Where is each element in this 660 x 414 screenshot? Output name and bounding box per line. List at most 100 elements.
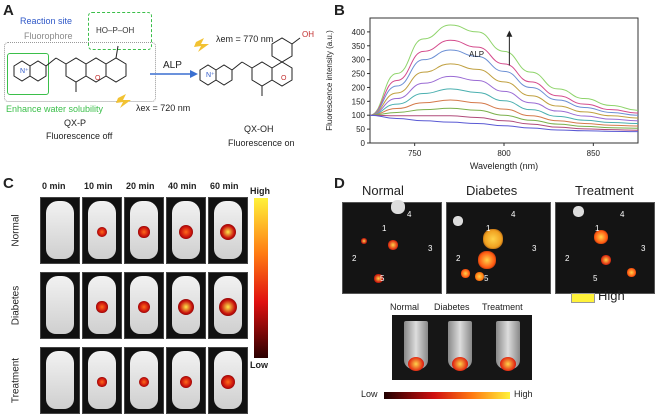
mouse-image — [82, 347, 122, 414]
tube-colorbar-high-label: High — [514, 389, 533, 399]
tube-label: Treatment — [482, 302, 523, 312]
organ-number: 1 — [382, 224, 387, 233]
organ-image — [555, 202, 655, 294]
mouse-image — [208, 347, 248, 414]
reaction-site-label: Reaction site — [20, 16, 73, 26]
reaction-site-box — [88, 12, 152, 50]
organ-number: 1 — [486, 224, 491, 233]
group-label: Treatment — [575, 183, 634, 198]
tube-colorbar-low-label: Low — [361, 389, 378, 399]
emission-label: λem = 770 nm — [216, 34, 274, 44]
time-label: 0 min — [42, 181, 66, 191]
tube-colorbar — [384, 392, 510, 399]
mouse-image — [208, 272, 248, 339]
probe-name: QX-P — [64, 118, 87, 128]
organ-number: 5 — [380, 274, 385, 283]
mouse-image — [40, 197, 80, 264]
probe-state: Fluorescence off — [46, 131, 113, 141]
time-label: 60 min — [210, 181, 239, 191]
svg-text:O: O — [95, 75, 101, 82]
high-swatch-label: High — [598, 288, 625, 303]
organ — [391, 200, 405, 214]
y-tick-label: 50 — [356, 125, 365, 134]
spectrum-line-7 — [369, 99, 639, 127]
mouse-image — [124, 272, 164, 339]
tube-image — [392, 315, 440, 380]
organ-number: 3 — [641, 244, 646, 253]
enhance-solubility-label: Enhance water solubility — [6, 104, 104, 114]
y-tick-label: 200 — [352, 83, 366, 92]
organ-number: 4 — [407, 210, 412, 219]
mouse-image — [40, 347, 80, 414]
organ — [361, 238, 367, 244]
spectrum-line-6 — [369, 88, 639, 125]
y-tick-label: 0 — [361, 139, 366, 148]
group-label: Diabetes — [466, 183, 518, 198]
spectrum-line-8 — [369, 107, 639, 129]
organ — [453, 216, 463, 226]
fluorophore-label: Fluorophore — [24, 31, 73, 41]
svg-text:N⁺: N⁺ — [20, 68, 29, 75]
mouse-image — [166, 347, 206, 414]
product-name: QX-OH — [244, 124, 274, 134]
panel-a-letter: A — [3, 2, 14, 19]
organ — [594, 230, 608, 244]
colorbar-high-label: High — [250, 186, 270, 196]
mouse-image — [82, 272, 122, 339]
y-tick-label: 100 — [352, 111, 366, 120]
solubility-box — [7, 53, 49, 95]
spectrum-line-1 — [369, 24, 639, 116]
organ — [373, 273, 383, 283]
y-tick-label: 250 — [352, 70, 366, 79]
organ — [601, 255, 611, 265]
organ-number: 2 — [565, 254, 570, 263]
colorbar-low-label: Low — [250, 360, 268, 370]
chart-arrow-label: ALP — [469, 50, 485, 59]
organ — [626, 267, 636, 277]
mouse-image — [166, 197, 206, 264]
organ — [474, 271, 484, 281]
time-label: 40 min — [168, 181, 197, 191]
spectrum-line-2 — [369, 39, 639, 116]
organ — [572, 205, 584, 217]
organ-number: 3 — [428, 244, 433, 253]
svg-text:N⁺: N⁺ — [206, 72, 215, 79]
y-tick-label: 350 — [352, 42, 366, 51]
tube-label: Normal — [390, 302, 420, 312]
time-label: 10 min — [84, 181, 113, 191]
y-tick-label: 150 — [352, 97, 366, 106]
group-label: Normal — [362, 183, 404, 198]
x-tick-label: 750 — [408, 149, 422, 158]
chemical-structures: N⁺ N⁺ O O — [13, 37, 301, 108]
organ-number: 1 — [595, 224, 600, 233]
panel-b-letter: B — [334, 2, 345, 19]
organ — [460, 268, 470, 278]
svg-text:O: O — [281, 75, 287, 82]
organ — [478, 251, 496, 269]
organ-number: 2 — [352, 254, 357, 263]
excitation-label: λex = 720 nm — [136, 103, 191, 113]
hydroxyl-label: OH — [302, 30, 314, 39]
tube-image — [484, 315, 532, 380]
row-label: Normal — [10, 214, 22, 247]
organ — [483, 229, 503, 249]
spectrum-line-10 — [369, 114, 639, 133]
fluorescence-chart: 0 50 100 150 200 250 300 350 400 750 800 850 Wavelen… — [325, 17, 639, 171]
y-tick-label: 300 — [352, 56, 366, 65]
organ — [388, 240, 398, 250]
phosphate-group: HO–P–OH — [96, 26, 135, 35]
spectrum-line-4 — [369, 63, 639, 119]
x-tick-label: 800 — [497, 149, 511, 158]
panel-d-letter: D — [334, 175, 345, 192]
mouse-image — [40, 272, 80, 339]
organ-number: 2 — [456, 254, 461, 263]
spectrum-line-9 — [369, 114, 639, 131]
alp-arrow-label: ALP — [163, 60, 182, 71]
x-axis-label: Wavelength (nm) — [470, 161, 538, 171]
organ-number: 4 — [620, 210, 625, 219]
spectrum-line-3 — [369, 49, 639, 116]
y-axis-label: Fluorescence intensity (a.u.) — [325, 30, 334, 131]
alp-arrowhead — [506, 30, 513, 37]
tube-label: Diabetes — [434, 302, 470, 312]
time-label: 20 min — [126, 181, 155, 191]
